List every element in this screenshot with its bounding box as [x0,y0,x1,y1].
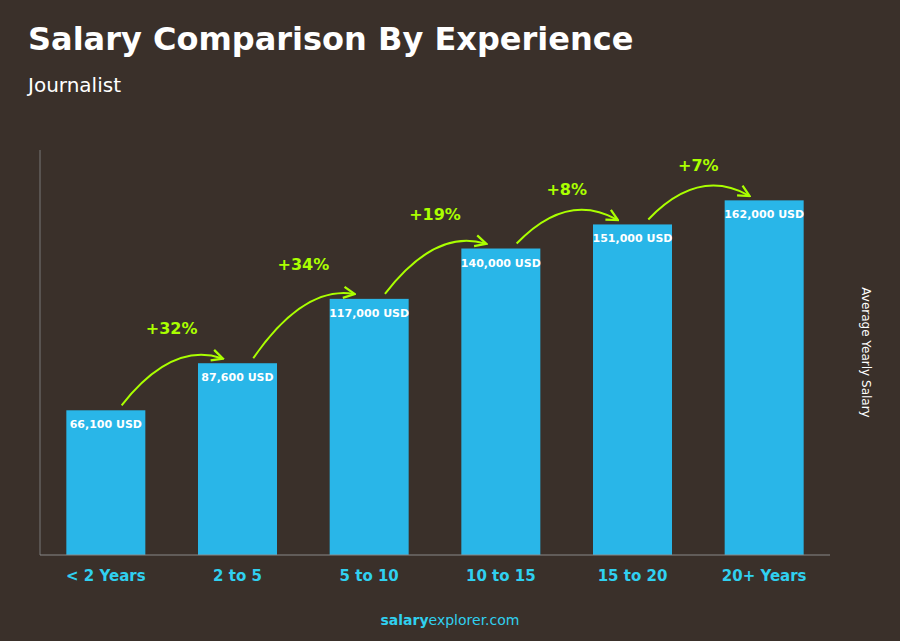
change-arrow [517,210,617,244]
title: Salary Comparison By Experience [28,20,633,58]
change-arrow [385,241,485,294]
x-tick-label: 10 to 15 [466,567,536,585]
y-axis-line [40,150,41,555]
bar [198,363,277,555]
change-arrow [253,293,353,358]
change-arrow [122,355,222,405]
value-label: 162,000 USD [724,208,804,221]
bars [66,200,803,555]
y-axis-label: Average Yearly Salary [859,287,873,417]
change-label: +19% [409,205,461,224]
x-tick-label: < 2 Years [66,567,146,585]
bar [461,249,540,555]
value-label: 140,000 USD [461,257,541,270]
bar [725,200,804,555]
value-label: 117,000 USD [329,307,409,320]
value-label: 87,600 USD [201,371,273,384]
change-label: +7% [678,156,719,175]
source-regular: explorer.com [429,612,520,628]
change-arrow [648,186,748,220]
x-axis-line [40,555,830,556]
change-label: +34% [277,255,329,274]
x-tick-label: 15 to 20 [598,567,668,585]
bar [66,410,145,555]
chart: Salary Comparison By Experience Journalis… [0,0,900,641]
value-label: 66,100 USD [70,418,142,431]
change-label: +32% [146,319,198,338]
value-label: 151,000 USD [593,232,673,245]
x-tick-label: 5 to 10 [340,567,399,585]
x-tick-label: 2 to 5 [213,567,262,585]
source: salaryexplorer.com [381,612,520,628]
bar [330,299,409,555]
subtitle: Journalist [26,73,121,97]
bar [593,224,672,555]
change-label: +8% [546,180,587,199]
source-bold: salary [381,612,429,628]
x-tick-label: 20+ Years [722,567,807,585]
background [0,0,900,641]
